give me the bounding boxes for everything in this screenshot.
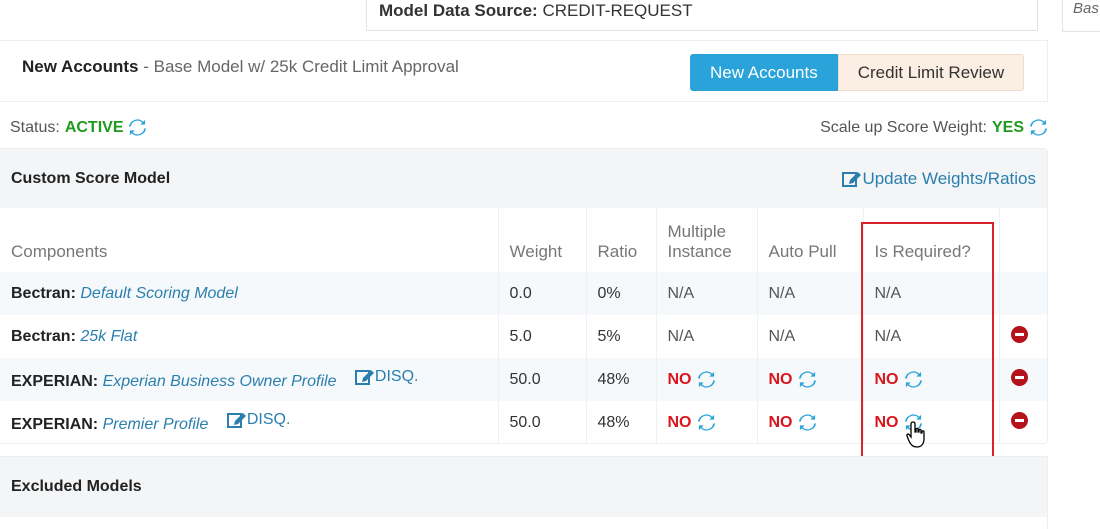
col-is-required: Is Required? xyxy=(863,208,1000,272)
mode-toggle: New Accounts Credit Limit Review xyxy=(690,54,1025,91)
scale-up-score-weight: Scale up Score Weight: YES xyxy=(820,118,1048,137)
refresh-icon[interactable] xyxy=(904,370,923,389)
component-link[interactable]: 25k Flat xyxy=(80,327,138,345)
scale-value: YES xyxy=(991,118,1024,136)
page-title-main: New Accounts xyxy=(22,57,139,76)
excluded-models-panel: Excluded Models xyxy=(0,456,1048,529)
table-row: EXPERIAN: Experian Business Owner Profil… xyxy=(0,358,1047,401)
new-accounts-button[interactable]: New Accounts xyxy=(690,54,838,91)
component-cell: Bectran: 25k Flat xyxy=(0,315,499,358)
panel-title: Custom Score Model xyxy=(11,169,171,187)
hand-cursor-icon xyxy=(906,421,925,448)
component-link[interactable]: Default Scoring Model xyxy=(80,284,238,302)
datasource-label: Model Data Source: xyxy=(379,1,538,20)
col-actions xyxy=(999,208,1047,272)
refresh-icon[interactable] xyxy=(798,413,817,432)
refresh-icon[interactable] xyxy=(697,413,716,432)
refresh-icon[interactable] xyxy=(1029,118,1048,137)
side-panel-stub: Bas xyxy=(1062,0,1100,32)
col-auto-pull: Auto Pull xyxy=(757,208,864,272)
page-title-subtitle: Base Model w/ 25k Credit Limit Approval xyxy=(153,57,459,76)
component-link[interactable]: Premier Profile xyxy=(102,416,209,433)
table-row: Bectran: 25k Flat 5.0 5% N/A N/A N/A xyxy=(0,315,1047,358)
col-ratio: Ratio xyxy=(586,208,657,272)
col-weight: Weight xyxy=(498,208,587,272)
scale-label: Scale up Score Weight: xyxy=(820,118,987,136)
component-cell: EXPERIAN: Experian Business Owner Profil… xyxy=(0,358,499,401)
disq-link[interactable]: DISQ. xyxy=(226,411,290,429)
edit-icon xyxy=(842,171,862,187)
update-weights-link[interactable]: Update Weights/Ratios xyxy=(842,169,1036,189)
model-header: New Accounts - Base Model w/ 25k Credit … xyxy=(0,40,1048,102)
table-row: Bectran: Default Scoring Model 0.0 0% N/… xyxy=(0,272,1047,315)
refresh-icon[interactable] xyxy=(697,370,716,389)
datasource-value: CREDIT-REQUEST xyxy=(542,1,693,20)
panel-header: Custom Score Model Update Weights/Ratios xyxy=(0,149,1047,208)
col-components: Components xyxy=(0,208,499,272)
credit-limit-review-button[interactable]: Credit Limit Review xyxy=(837,54,1025,91)
excluded-models-title: Excluded Models xyxy=(0,457,1047,517)
disq-link[interactable]: DISQ. xyxy=(354,368,418,386)
remove-icon[interactable] xyxy=(1010,411,1028,429)
refresh-icon[interactable] xyxy=(798,370,817,389)
status-label: Status: xyxy=(10,118,60,136)
table-row: EXPERIAN: Premier Profile DISQ. 50.0 48%… xyxy=(0,401,1047,444)
remove-icon[interactable] xyxy=(1010,368,1028,386)
page-title: New Accounts - Base Model w/ 25k Credit … xyxy=(22,57,459,76)
edit-icon xyxy=(354,370,374,385)
components-table: Components Weight Ratio Multiple Instance… xyxy=(0,208,1047,444)
col-multiple-instance: Multiple Instance xyxy=(656,208,758,272)
component-cell: Bectran: Default Scoring Model xyxy=(0,272,499,315)
status: Status: ACTIVE xyxy=(10,118,147,137)
component-link[interactable]: Experian Business Owner Profile xyxy=(102,373,337,390)
status-value: ACTIVE xyxy=(64,118,124,136)
custom-score-model-panel: Custom Score Model Update Weights/Ratios… xyxy=(0,148,1048,444)
remove-icon[interactable] xyxy=(1010,325,1028,343)
model-data-source: Model Data Source: CREDIT-REQUEST xyxy=(366,0,1038,31)
component-cell: EXPERIAN: Premier Profile DISQ. xyxy=(0,401,499,444)
edit-icon xyxy=(226,413,246,428)
refresh-icon[interactable] xyxy=(128,118,147,137)
